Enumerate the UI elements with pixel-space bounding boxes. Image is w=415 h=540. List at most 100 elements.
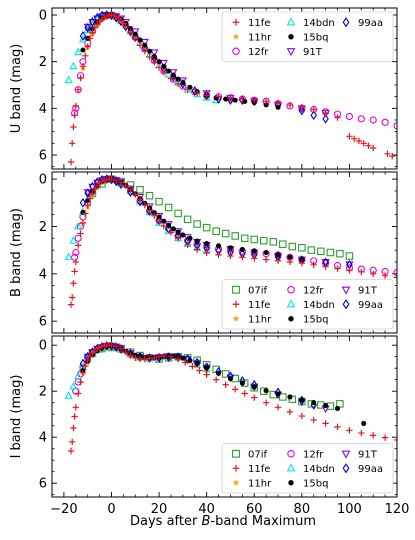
data-point-11fe <box>84 43 91 50</box>
data-point-11fe <box>370 270 377 278</box>
x-axis-label: Days after B-band Maximum <box>130 514 316 529</box>
x-tick-label: 120 <box>385 502 410 517</box>
legend-marker-11hr <box>232 33 240 40</box>
data-point-15bq <box>142 42 148 48</box>
data-point-11fe <box>274 100 282 107</box>
data-point-14bdn <box>164 69 173 78</box>
legend-frame <box>221 279 394 330</box>
data-point-11fe <box>146 207 153 214</box>
legend-label-07if: 07if <box>248 449 268 460</box>
data-point-15bq <box>170 226 176 232</box>
data-point-11fe <box>113 177 120 184</box>
data-point-11fe <box>334 114 341 121</box>
data-point-99aa <box>79 358 87 369</box>
data-points <box>64 10 397 166</box>
data-point-11fe <box>346 427 353 434</box>
legend-marker-14bdn <box>286 299 296 308</box>
data-point-11fe <box>227 252 234 260</box>
data-point-11fe <box>262 399 270 406</box>
data-point-14bdn <box>64 75 73 84</box>
data-point-11fe <box>381 434 389 441</box>
data-point-11fe <box>286 258 294 266</box>
data-point-11fe <box>350 135 358 142</box>
series-15bq <box>80 12 281 110</box>
data-point-11fe <box>91 185 99 193</box>
legend-marker-99aa <box>342 463 350 474</box>
data-point-11fe <box>167 229 175 236</box>
data-point-11fe <box>212 376 220 383</box>
data-point-91T <box>159 59 168 68</box>
data-point-15bq <box>251 248 257 254</box>
data-point-11hr <box>143 46 151 53</box>
data-point-11fe <box>174 355 182 363</box>
panel-frame <box>51 171 398 334</box>
legend-marker-11hr <box>232 315 240 322</box>
legend-label-12fr: 12fr <box>303 285 324 296</box>
legend-marker-91T <box>341 286 351 295</box>
data-point-11fe <box>160 353 168 360</box>
data-point-11fe <box>310 106 317 113</box>
legend-label-99aa: 99aa <box>358 18 383 29</box>
data-point-11fe <box>174 235 182 242</box>
data-point-15bq <box>175 76 181 82</box>
legend-marker-07if <box>232 285 240 294</box>
data-point-11fe <box>334 265 341 272</box>
data-point-11fe <box>193 89 201 97</box>
data-point-99aa <box>193 357 201 368</box>
data-point-15bq <box>275 104 281 110</box>
data-point-99aa <box>84 23 91 33</box>
legend-label-11hr: 11hr <box>248 478 272 489</box>
data-point-07if <box>279 393 287 401</box>
data-point-11fe <box>174 80 182 88</box>
legend-label-12fr: 12fr <box>303 449 324 460</box>
data-point-11fe <box>384 150 391 158</box>
y-axis-label: I band (mag) <box>9 375 24 459</box>
legend: 07if 11fe 11hr 12fr 14bdn 15bq 91T 99aa <box>221 443 394 494</box>
data-point-11fe <box>370 144 377 152</box>
data-point-14bdn <box>74 47 83 56</box>
data-point-07if <box>250 235 258 244</box>
data-point-15bq <box>132 31 138 37</box>
data-point-11fe <box>79 219 87 227</box>
legend-marker-12fr <box>287 285 295 294</box>
data-point-07if <box>345 252 354 260</box>
data-point-99aa <box>155 215 163 226</box>
data-point-07if <box>317 247 325 256</box>
legend-label-11fe: 11fe <box>248 18 270 29</box>
data-point-15bq <box>180 80 186 86</box>
data-point-14bdn <box>74 221 83 230</box>
data-point-15bq <box>170 72 176 78</box>
series-12fr <box>71 175 397 277</box>
data-point-11fe <box>262 256 270 263</box>
data-point-11fe <box>122 23 129 30</box>
data-point-15bq <box>80 47 86 53</box>
legend-label-91T: 91T <box>358 449 378 460</box>
y-tick-label: 0 <box>39 9 47 24</box>
legend-marker-11hr <box>232 479 240 486</box>
x-tick-label: 60 <box>246 502 263 517</box>
data-point-14bdn <box>69 61 78 70</box>
data-point-11fe <box>182 359 189 366</box>
data-point-07if <box>231 232 239 240</box>
data-point-11fe <box>155 64 163 71</box>
data-point-11fe <box>146 355 153 362</box>
data-point-11fe <box>69 438 76 445</box>
series-14bdn <box>64 341 211 399</box>
data-point-07if <box>136 186 144 194</box>
data-point-15bq <box>204 365 210 371</box>
data-point-11hr <box>203 243 210 250</box>
data-point-07if <box>269 238 278 246</box>
legend-marker-14bdn <box>286 463 296 472</box>
data-point-11fe <box>89 29 96 36</box>
data-point-11fe <box>370 432 377 439</box>
data-point-99aa <box>89 17 96 27</box>
data-point-11fe <box>127 352 134 359</box>
data-point-11fe <box>189 363 196 370</box>
x-tick-label: 100 <box>337 502 362 517</box>
data-point-11fe <box>346 267 353 274</box>
legend-label-99aa: 99aa <box>358 300 383 311</box>
data-point-15bq <box>151 53 157 60</box>
x-tick-label: 20 <box>151 502 168 517</box>
data-point-07if <box>193 220 201 228</box>
legend-label-99aa: 99aa <box>358 464 383 475</box>
